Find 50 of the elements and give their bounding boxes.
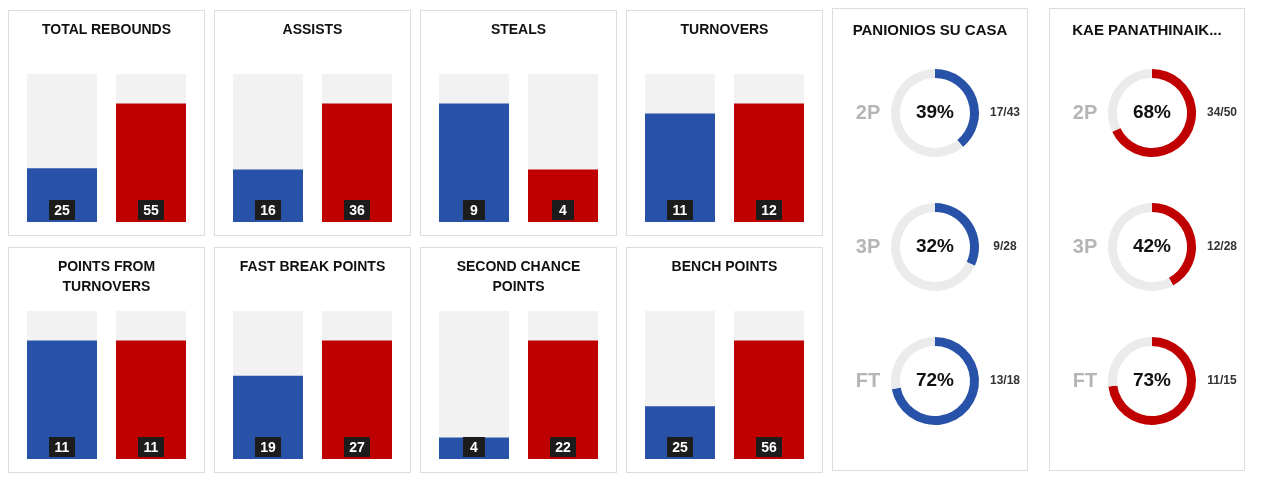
- text: 11/15: [1206, 373, 1238, 387]
- chart-title: BENCH POINTS: [670, 257, 779, 276]
- chart-title: TOTAL REBOUNDS: [40, 20, 173, 39]
- data-label: 25: [672, 439, 688, 455]
- donut-slice: [891, 337, 979, 425]
- text: 12/28: [1206, 239, 1238, 253]
- data-label: 9: [470, 202, 479, 218]
- text: 2P: [854, 101, 882, 124]
- text: 34/50: [1206, 105, 1238, 119]
- data-label: 4: [559, 202, 568, 218]
- chart-title: STEALS: [489, 20, 548, 39]
- data-label: 16: [260, 202, 276, 218]
- data-label: 72%: [915, 369, 955, 391]
- donut-slice: [891, 69, 964, 157]
- data-label: 11: [143, 439, 159, 455]
- data-label: 42%: [1132, 235, 1172, 257]
- chart-title: ASSISTS: [281, 20, 344, 39]
- donut-slice: [891, 203, 975, 291]
- chart-title: FAST BREAK POINTS: [238, 257, 387, 276]
- data-label: 4: [470, 439, 479, 455]
- data-label: 12: [761, 202, 777, 218]
- text: 3P: [854, 235, 882, 258]
- data-label: 56: [761, 439, 777, 455]
- data-label: 11: [54, 439, 70, 455]
- text: 9/28: [992, 239, 1018, 253]
- text: 3P: [1071, 235, 1099, 258]
- text: 2P: [1071, 101, 1099, 124]
- donut-slice: [1108, 203, 1174, 291]
- data-label: 25: [54, 202, 70, 218]
- data-label: 32%: [915, 235, 955, 257]
- text: 13/18: [989, 373, 1021, 387]
- chart-title: SECOND CHANCE POINTS: [455, 257, 582, 296]
- data-label: 73%: [1132, 369, 1172, 391]
- data-label: 36: [349, 202, 365, 218]
- text: KAE PANATHINAIK...: [1071, 20, 1223, 40]
- data-label: 11: [672, 202, 688, 218]
- data-label: 19: [260, 439, 276, 455]
- data-label: 39%: [915, 101, 955, 123]
- donut-slice: [1108, 337, 1196, 425]
- data-label: 22: [555, 439, 571, 455]
- donut-slice: [1112, 69, 1196, 157]
- data-label: 68%: [1132, 101, 1172, 123]
- text: 17/43: [989, 105, 1021, 119]
- text: PANIONIOS SU CASA: [851, 20, 1009, 40]
- text: FT: [1071, 369, 1099, 392]
- data-label: 27: [349, 439, 365, 455]
- data-label: 55: [143, 202, 159, 218]
- chart-title: TURNOVERS: [679, 20, 770, 39]
- text: FT: [854, 369, 882, 392]
- chart-title: POINTS FROM TURNOVERS: [56, 257, 157, 296]
